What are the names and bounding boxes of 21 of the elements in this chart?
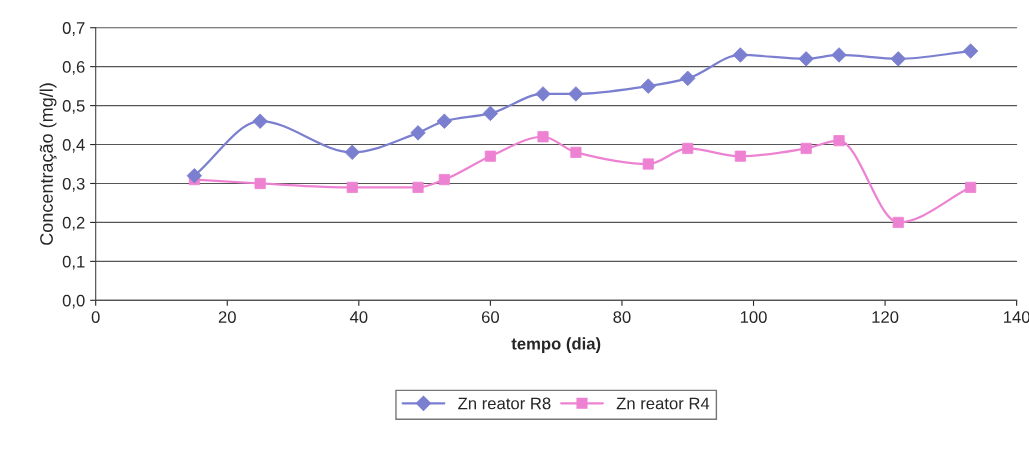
x-tick-label: 40 bbox=[349, 311, 368, 323]
y-tick-label: 0,6 bbox=[62, 61, 85, 75]
y-tick-label: 0,5 bbox=[62, 100, 85, 114]
y-tick-label: 0,2 bbox=[62, 216, 85, 231]
x-tick-label: 60 bbox=[481, 311, 500, 323]
x-tick-label: 140 bbox=[1004, 311, 1029, 323]
y-tick-label: 0,0 bbox=[62, 294, 85, 309]
x-tick-label: 0 bbox=[91, 311, 100, 323]
x-tick-label: 100 bbox=[740, 311, 767, 323]
y-tick-label: 0,4 bbox=[62, 138, 85, 153]
legend-label: Zn reator R4 bbox=[616, 397, 710, 410]
y-tick-label: 0,3 bbox=[62, 177, 85, 192]
x-tick-label: 80 bbox=[613, 311, 631, 323]
point bbox=[831, 47, 847, 63]
legend-label: Zn reator R8 bbox=[458, 397, 551, 410]
x-tick-label: 20 bbox=[218, 311, 236, 323]
y-tick-label: 0,1 bbox=[62, 255, 85, 270]
x-tick-label: 120 bbox=[872, 311, 899, 323]
x-axis-title: tempo (dia) bbox=[511, 337, 601, 353]
y-axis-title: Concentração (mg/l) bbox=[39, 83, 57, 245]
y-tick-label: 0,7 bbox=[62, 22, 85, 36]
